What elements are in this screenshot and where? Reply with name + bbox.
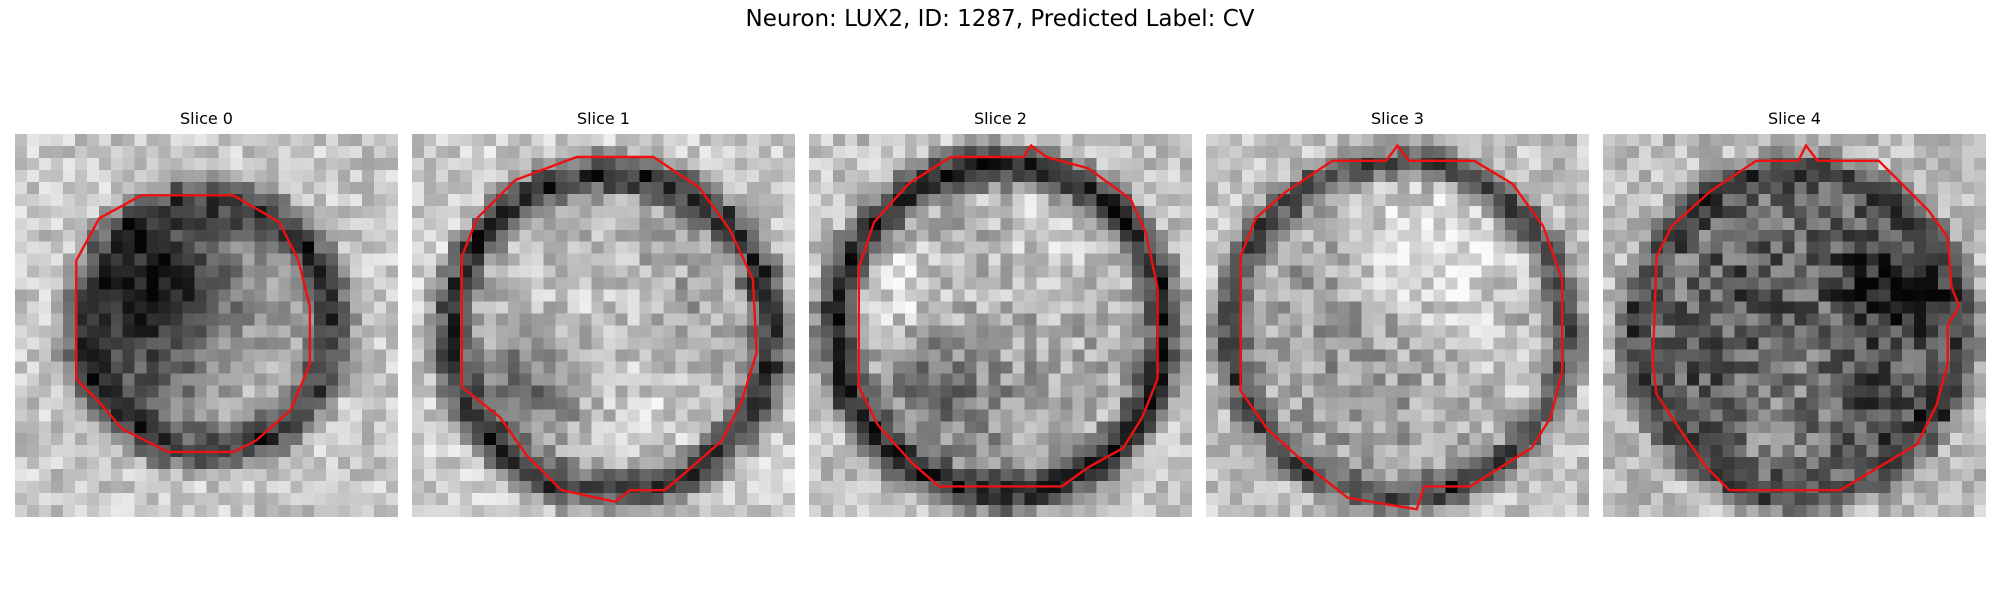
slice-image-svg-3 — [1206, 134, 1589, 517]
slice-image-svg-1 — [412, 134, 795, 517]
pixel-grid — [809, 134, 1192, 517]
segmentation-contour-3 — [1239, 143, 1564, 511]
slice-image-1 — [412, 134, 795, 517]
slice-title-4: Slice 4 — [1768, 109, 1821, 128]
pixel-grid — [1603, 134, 1986, 517]
pixel-grid — [412, 134, 795, 517]
pixel-grid — [1206, 134, 1589, 517]
slice-title-0: Slice 0 — [180, 109, 233, 128]
slice-image-0 — [15, 134, 398, 517]
figure-title: Neuron: LUX2, ID: 1287, Predicted Label:… — [745, 6, 1255, 32]
segmentation-contour-0 — [75, 194, 312, 454]
pixel-grid — [15, 134, 398, 517]
slice-image-3 — [1206, 134, 1589, 517]
segmentation-contour-1 — [460, 155, 758, 503]
slice-title-3: Slice 3 — [1371, 109, 1424, 128]
slice-title-2: Slice 2 — [974, 109, 1027, 128]
slice-image-svg-4 — [1603, 134, 1986, 517]
slice-image-4 — [1603, 134, 1986, 517]
slice-title-1: Slice 1 — [577, 109, 630, 128]
segmentation-contour-2 — [857, 143, 1159, 488]
segmentation-contour-4 — [1651, 143, 1961, 492]
slice-image-svg-0 — [15, 134, 398, 517]
slice-image-2 — [809, 134, 1192, 517]
slice-image-svg-2 — [809, 134, 1192, 517]
